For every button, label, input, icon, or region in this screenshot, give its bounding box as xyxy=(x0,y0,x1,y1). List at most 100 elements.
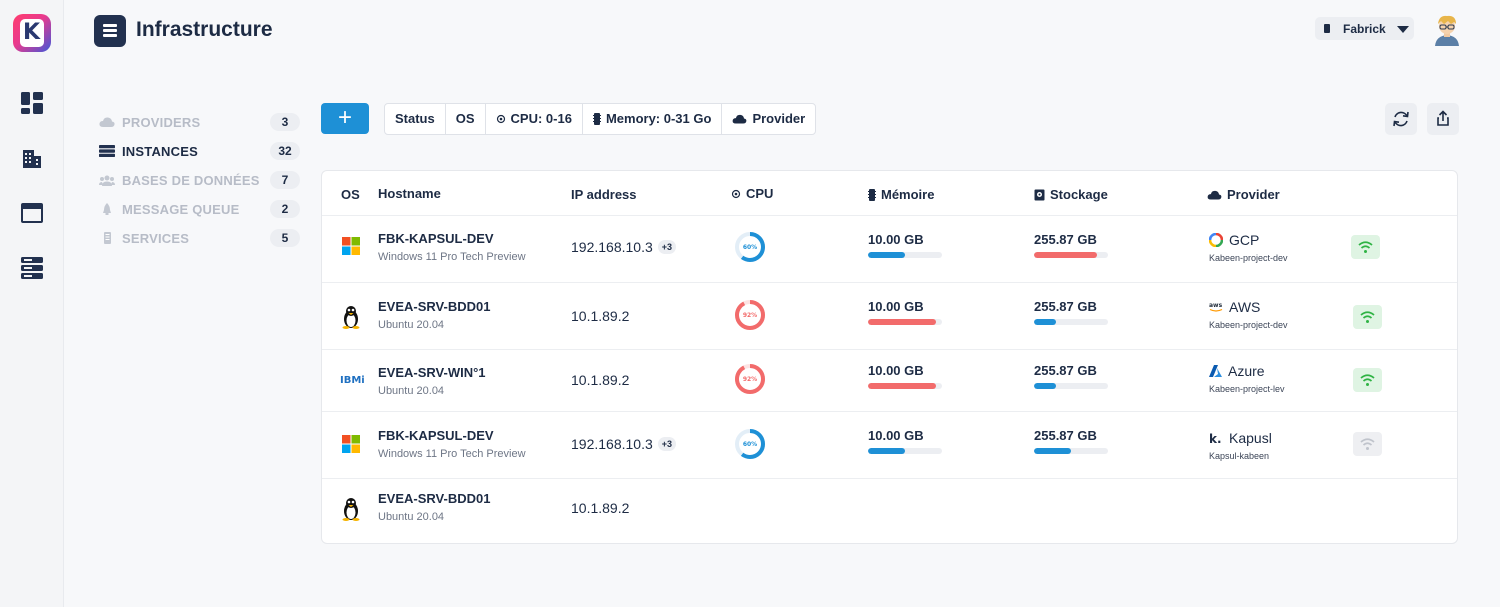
svg-text:92%: 92% xyxy=(743,312,757,319)
count-badge: 5 xyxy=(270,229,300,247)
infrastructure-icon xyxy=(94,15,126,47)
dashboard-icon[interactable] xyxy=(20,91,44,115)
wifi-icon xyxy=(1360,438,1375,450)
refresh-icon xyxy=(1393,111,1409,127)
memory-value: 10.00 GB xyxy=(868,363,924,378)
cloud-icon xyxy=(99,117,115,127)
os-name: Windows 11 Pro Tech Preview xyxy=(378,251,526,263)
file-icon xyxy=(104,232,111,244)
status-badge[interactable] xyxy=(1353,368,1382,392)
export-button[interactable] xyxy=(1427,103,1459,135)
wifi-icon xyxy=(1360,374,1375,386)
ip-address: 10.1.89.2 xyxy=(571,372,630,388)
column-header-storage[interactable]: Stockage xyxy=(1034,187,1108,202)
column-header-ip[interactable]: IP address xyxy=(571,187,637,202)
memory-bar xyxy=(868,319,942,325)
svg-text:IBMi: IBMi xyxy=(340,375,364,385)
storage-bar xyxy=(1034,319,1108,325)
filter-status[interactable]: Status xyxy=(385,104,446,134)
kabeen-logo[interactable]: K xyxy=(13,14,51,52)
provider-project: Kabeen-project-dev xyxy=(1209,320,1288,330)
cpu-icon xyxy=(731,189,741,198)
provider-name: AWS xyxy=(1229,299,1261,315)
sidebar-item-databases[interactable]: BASES DE DONNÉES 7 xyxy=(96,168,302,197)
cpu-icon xyxy=(496,114,505,124)
os-name: Ubuntu 20.04 xyxy=(378,319,445,331)
users-icon xyxy=(99,175,115,186)
window-icon[interactable] xyxy=(20,201,44,225)
filter-memory[interactable]: Memory: 0-31 Go xyxy=(583,104,723,134)
filter-os[interactable]: OS xyxy=(446,104,486,134)
memory-value: 10.00 GB xyxy=(868,232,924,247)
server-stack-icon[interactable] xyxy=(20,256,44,280)
windows-icon xyxy=(342,435,360,453)
user-menu[interactable]: Fabrick xyxy=(1315,17,1414,40)
cpu-gauge: 60% xyxy=(735,232,765,262)
hostname[interactable]: FBK-KAPSUL-DEV xyxy=(378,428,494,443)
disk-icon xyxy=(1034,189,1045,200)
column-header-provider[interactable]: Provider xyxy=(1207,187,1280,202)
hostname[interactable]: EVEA-SRV-BDD01 xyxy=(378,491,491,506)
ip-more-badge[interactable]: +3 xyxy=(657,437,677,451)
storage-bar xyxy=(1034,252,1108,258)
left-rail: K xyxy=(0,0,64,607)
hostname[interactable]: FBK-KAPSUL-DEV xyxy=(378,231,494,246)
svg-text:k.: k. xyxy=(1209,432,1222,444)
svg-text:60%: 60% xyxy=(743,244,757,251)
memory-icon xyxy=(868,188,876,201)
rocket-icon xyxy=(103,203,111,215)
page-title: Infrastructure xyxy=(136,18,273,41)
storage-bar xyxy=(1034,383,1108,389)
count-badge: 2 xyxy=(270,200,300,218)
memory-bar xyxy=(868,448,942,454)
filter-cpu[interactable]: CPU: 0-16 xyxy=(486,104,583,134)
storage-value: 255.87 GB xyxy=(1034,232,1097,247)
ip-more-badge[interactable]: +3 xyxy=(657,240,677,254)
column-header-hostname[interactable]: Hostname xyxy=(378,186,441,201)
svg-text:92%: 92% xyxy=(743,376,757,383)
ip-address: 10.1.89.2 xyxy=(571,308,630,324)
linux-icon xyxy=(342,498,360,521)
avatar[interactable] xyxy=(1430,12,1464,46)
memory-icon xyxy=(592,113,601,125)
memory-value: 10.00 GB xyxy=(868,428,924,443)
memory-bar xyxy=(868,252,942,258)
os-name: Ubuntu 20.04 xyxy=(378,511,445,523)
ibmi-icon: IBMi xyxy=(340,375,364,385)
bookmark-icon xyxy=(1324,24,1330,33)
buildings-icon[interactable] xyxy=(20,146,44,170)
filter-provider[interactable]: Provider xyxy=(722,104,815,134)
chevron-down-icon xyxy=(1397,26,1409,33)
sidebar-item-instances[interactable]: INSTANCES 32 xyxy=(96,139,302,168)
memory-value: 10.00 GB xyxy=(868,299,924,314)
count-badge: 32 xyxy=(270,142,300,160)
windows-icon xyxy=(342,237,360,255)
cpu-gauge: 60% xyxy=(735,429,765,459)
storage-value: 255.87 GB xyxy=(1034,363,1097,378)
instances-table: OS Hostname IP address CPU Mémoire Stock… xyxy=(321,170,1458,544)
azure-icon xyxy=(1209,365,1222,377)
cpu-gauge: 92% xyxy=(735,364,765,394)
user-name: Fabrick xyxy=(1343,22,1386,36)
svg-text:aws: aws xyxy=(1209,302,1223,309)
column-header-memory[interactable]: Mémoire xyxy=(868,187,934,202)
sidebar-item-message-queue[interactable]: MESSAGE QUEUE 2 xyxy=(96,197,302,226)
hostname[interactable]: EVEA-SRV-BDD01 xyxy=(378,299,491,314)
cloud-icon xyxy=(733,114,747,124)
ip-address: 192.168.10.3 xyxy=(571,239,653,255)
sidebar-nav: PROVIDERS 3 INSTANCES 32 BASES DE DONNÉE… xyxy=(96,110,302,255)
column-header-os[interactable]: OS xyxy=(341,187,360,202)
status-badge[interactable] xyxy=(1351,235,1380,259)
add-instance-button[interactable]: + xyxy=(321,103,369,134)
storage-value: 255.87 GB xyxy=(1034,299,1097,314)
hostname[interactable]: EVEA-SRV-WIN°1 xyxy=(378,365,486,380)
refresh-button[interactable] xyxy=(1385,103,1417,135)
provider-name: Azure xyxy=(1228,363,1265,379)
sidebar-item-providers[interactable]: PROVIDERS 3 xyxy=(96,110,302,139)
sidebar-item-services[interactable]: SERVICES 5 xyxy=(96,226,302,255)
column-header-cpu[interactable]: CPU xyxy=(731,186,773,201)
memory-bar xyxy=(868,383,942,389)
os-name: Windows 11 Pro Tech Preview xyxy=(378,448,526,460)
status-badge[interactable] xyxy=(1353,432,1382,456)
status-badge[interactable] xyxy=(1353,305,1382,329)
